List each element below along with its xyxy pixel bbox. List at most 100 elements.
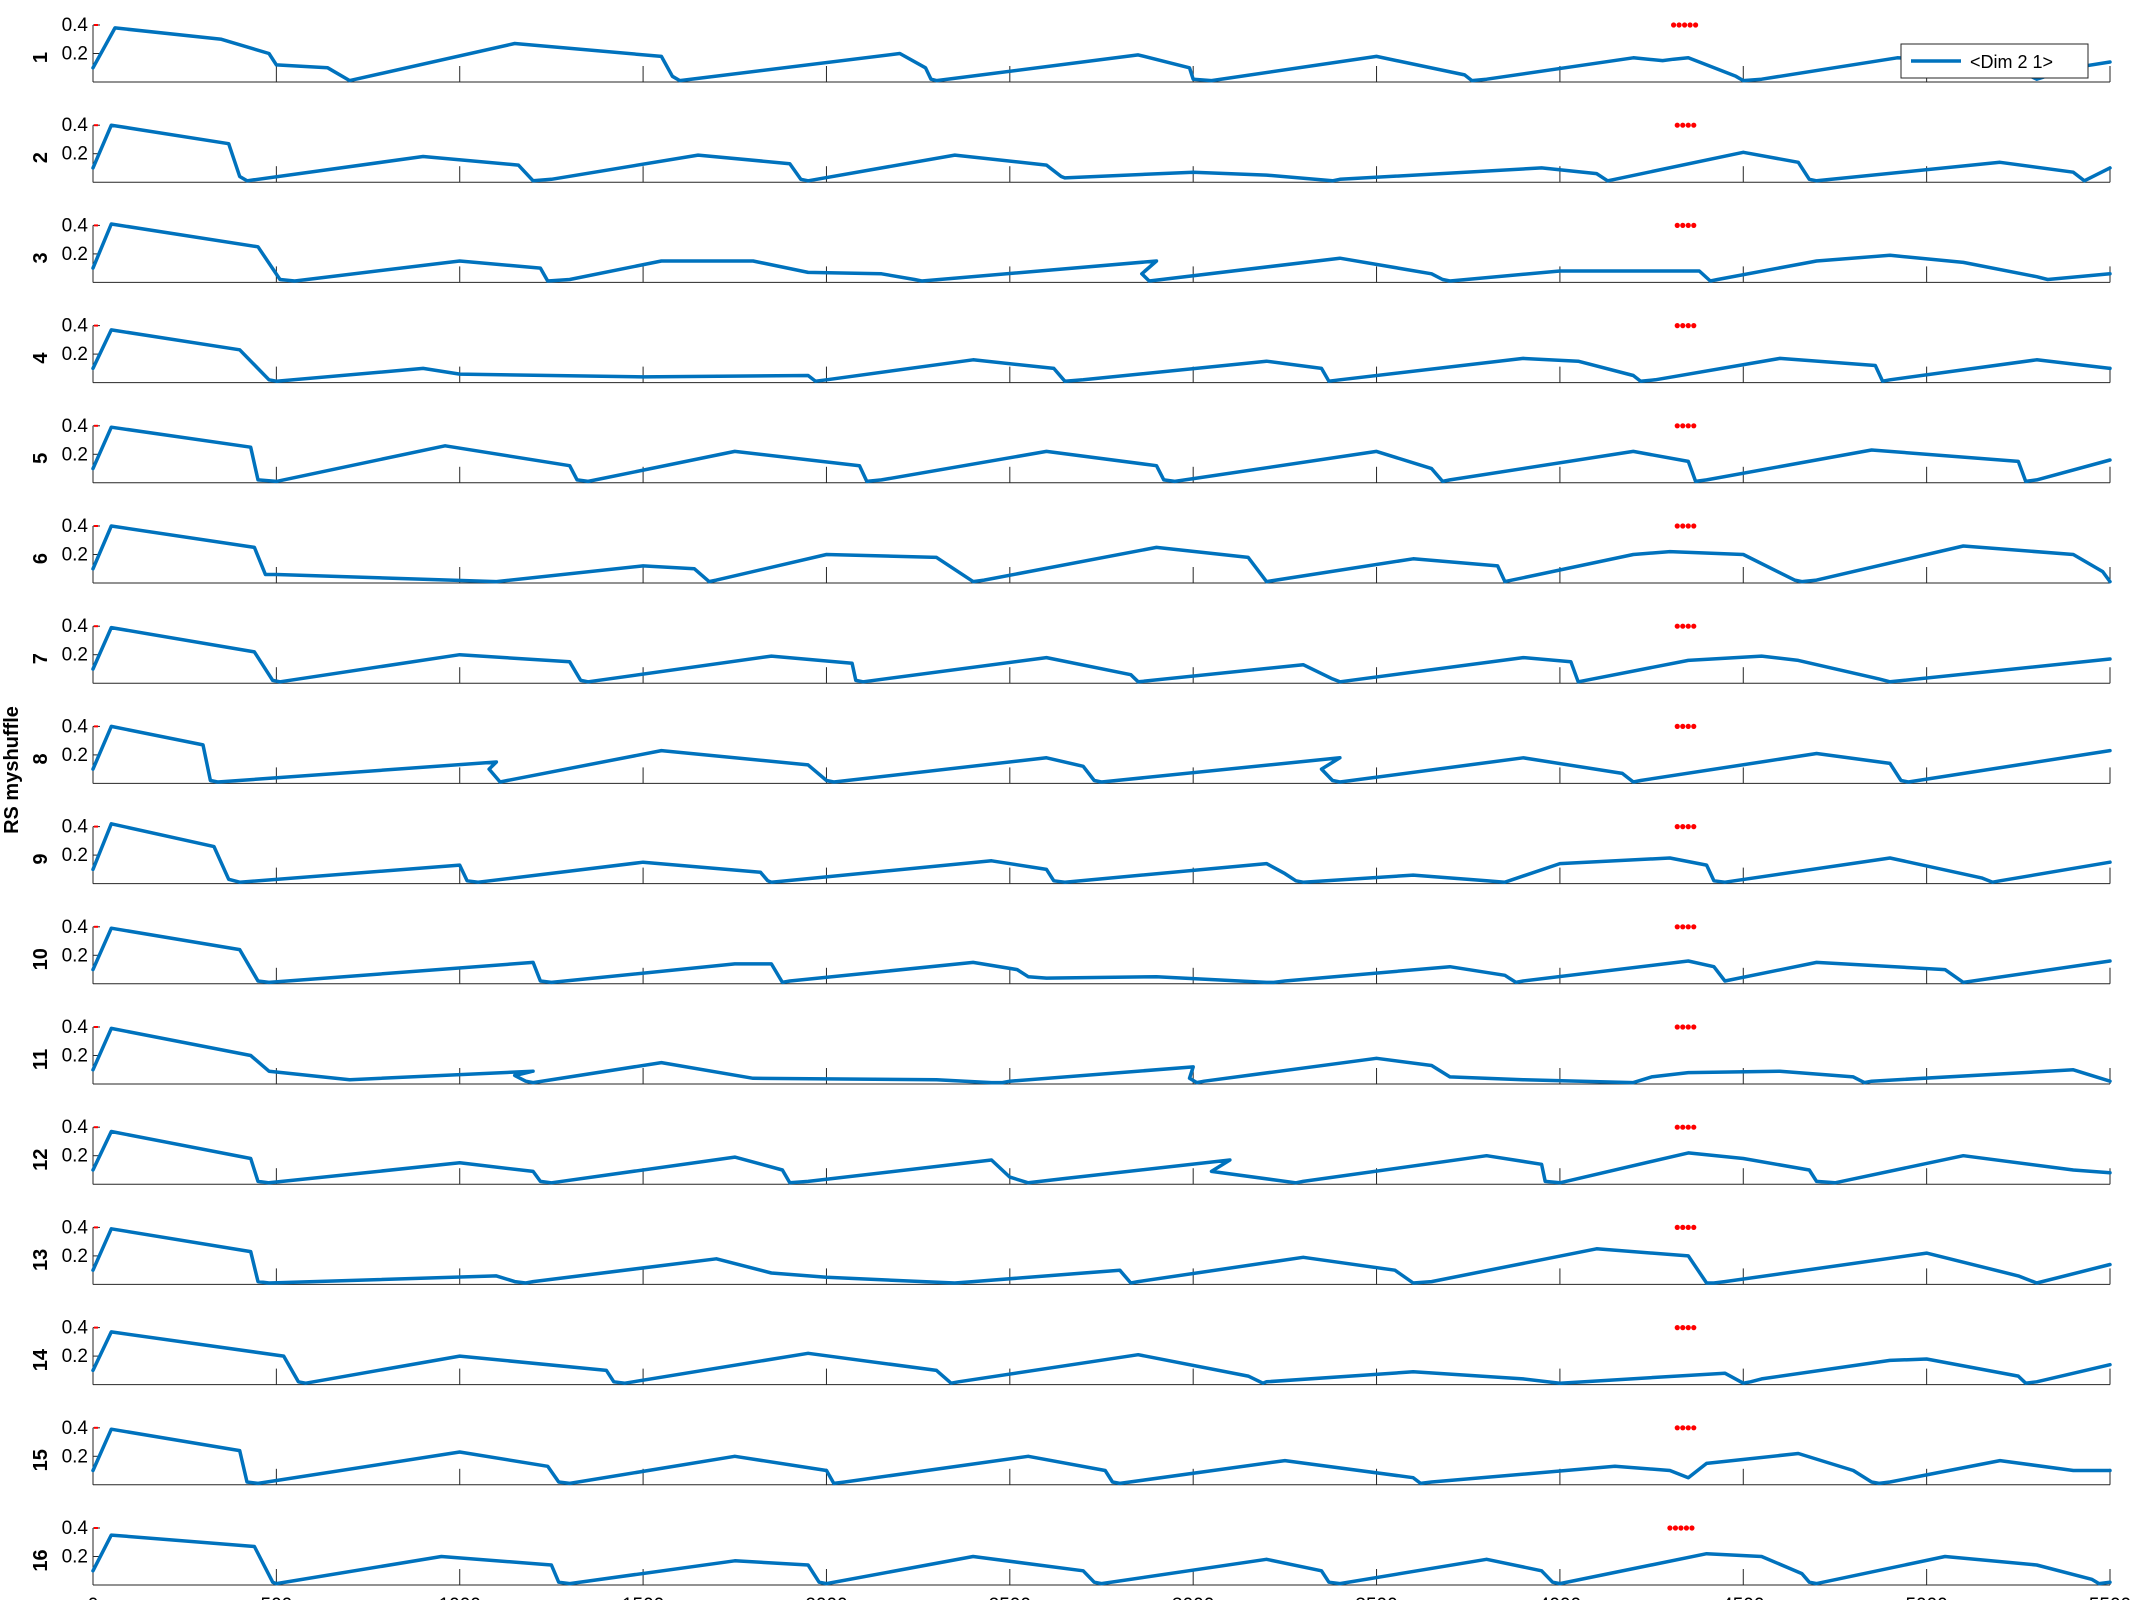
red-marker-point xyxy=(1680,423,1686,429)
red-marker-point xyxy=(1685,623,1691,629)
y-tick-label: 0.2 xyxy=(62,1046,88,1067)
panel-label: 7 xyxy=(30,653,52,664)
red-markers xyxy=(1674,122,1697,128)
red-marker-point xyxy=(1691,623,1697,629)
series-line xyxy=(91,222,2112,283)
red-markers xyxy=(1674,222,1697,228)
red-marker-point xyxy=(1692,22,1699,28)
panel-5: 0.2 0.4 5 xyxy=(30,416,2112,484)
panel-label: 15 xyxy=(30,1449,52,1471)
x-tick-label: 5500 xyxy=(2089,1595,2131,1600)
series-line xyxy=(91,1533,2112,1586)
red-markers xyxy=(1674,723,1697,730)
red-marker-point xyxy=(1685,1124,1691,1130)
red-markers xyxy=(1670,22,1699,28)
series-line xyxy=(91,1129,2112,1185)
red-marker-point xyxy=(1685,523,1691,529)
legend-label: <Dim 2 1> xyxy=(1970,52,2053,72)
y-tick-label: 0.4 xyxy=(62,1418,89,1439)
red-marker-point xyxy=(1674,623,1680,629)
y-tick-label: 0.2 xyxy=(62,244,88,265)
red-marker-point xyxy=(1691,1325,1697,1331)
panel-label: 5 xyxy=(30,453,52,464)
red-marker-point xyxy=(1680,1224,1686,1230)
red-markers xyxy=(1674,924,1697,930)
y-tick-label: 0.2 xyxy=(62,1446,88,1467)
red-markers xyxy=(1674,423,1697,429)
y-tick-label: 0.2 xyxy=(62,344,88,365)
red-marker-point xyxy=(1685,1224,1691,1230)
red-marker-point xyxy=(1674,222,1680,228)
red-marker-point xyxy=(1680,122,1686,128)
x-tick-label: 4500 xyxy=(1722,1595,1764,1600)
y-tick-label: 0.2 xyxy=(62,44,88,65)
y-tick-label: 0.4 xyxy=(62,416,89,437)
red-markers xyxy=(1674,1325,1697,1331)
red-marker-point xyxy=(1674,1124,1680,1130)
panel-label: 13 xyxy=(30,1249,52,1271)
red-marker-point xyxy=(1685,122,1691,128)
red-marker-point xyxy=(1667,1525,1673,1531)
y-axis-label: RS myshuffle xyxy=(1,706,23,834)
red-marker-point xyxy=(1685,1425,1691,1431)
series-line xyxy=(91,625,2112,684)
red-marker-point xyxy=(1691,824,1697,830)
red-markers xyxy=(1674,1024,1697,1030)
panel-label: 10 xyxy=(30,948,52,970)
series-line xyxy=(91,1330,2112,1385)
y-tick-label: 0.2 xyxy=(62,545,88,566)
y-tick-label: 0.4 xyxy=(62,917,89,938)
red-marker-point xyxy=(1680,222,1686,228)
y-tick-label: 0.4 xyxy=(62,1117,89,1138)
x-tick-label: 3000 xyxy=(1172,1595,1214,1600)
series-line xyxy=(91,822,2112,884)
y-tick-label: 0.4 xyxy=(62,15,89,36)
y-tick-label: 0.2 xyxy=(62,745,88,766)
x-tick-label: 1000 xyxy=(439,1595,481,1600)
red-marker-point xyxy=(1691,1224,1697,1230)
red-marker-point xyxy=(1674,423,1680,429)
panel-16: 0.2 0.4 16 xyxy=(30,1518,2112,1586)
red-marker-point xyxy=(1680,1124,1686,1130)
y-tick-label: 0.4 xyxy=(62,716,89,737)
panel-7: 0.2 0.4 7 xyxy=(30,616,2112,684)
panel-label: 1 xyxy=(30,52,52,63)
panel-label: 9 xyxy=(30,854,52,865)
series-line xyxy=(91,524,2112,584)
red-marker-point xyxy=(1674,1024,1680,1030)
x-tick-label: 2500 xyxy=(989,1595,1031,1600)
red-marker-point xyxy=(1685,1024,1691,1030)
red-marker-point xyxy=(1691,222,1697,228)
red-marker-point xyxy=(1680,323,1686,329)
panel-label: 16 xyxy=(30,1549,52,1571)
series-line xyxy=(91,1427,2112,1486)
red-marker-point xyxy=(1674,824,1680,830)
series-line xyxy=(91,123,2112,183)
y-tick-label: 0.2 xyxy=(62,1346,88,1367)
red-marker-point xyxy=(1687,22,1693,28)
red-marker-point xyxy=(1691,122,1697,128)
panel-2: 0.2 0.4 2 xyxy=(30,115,2112,183)
red-marker-point xyxy=(1680,924,1686,930)
red-marker-point xyxy=(1691,1124,1697,1130)
y-tick-label: 0.4 xyxy=(62,1217,89,1238)
panel-label: 2 xyxy=(30,152,52,163)
red-marker-point xyxy=(1674,523,1680,529)
y-tick-label: 0.2 xyxy=(62,945,88,966)
red-marker-point xyxy=(1674,1325,1680,1331)
red-marker-point xyxy=(1681,22,1688,28)
red-marker-point xyxy=(1685,323,1691,329)
y-tick-label: 0.4 xyxy=(62,817,89,838)
red-markers xyxy=(1674,623,1697,629)
red-marker-point xyxy=(1691,924,1697,930)
red-marker-point xyxy=(1672,1525,1679,1531)
y-tick-label: 0.2 xyxy=(62,1146,88,1167)
red-marker-point xyxy=(1674,122,1680,128)
series-line xyxy=(91,926,2112,985)
red-marker-point xyxy=(1685,423,1691,429)
x-tick-label: 1500 xyxy=(622,1595,664,1600)
panel-3: 0.2 0.4 3 xyxy=(30,215,2112,283)
panel-label: 14 xyxy=(30,1348,52,1371)
y-tick-label: 0.4 xyxy=(62,1318,89,1339)
series-line xyxy=(91,724,2112,784)
